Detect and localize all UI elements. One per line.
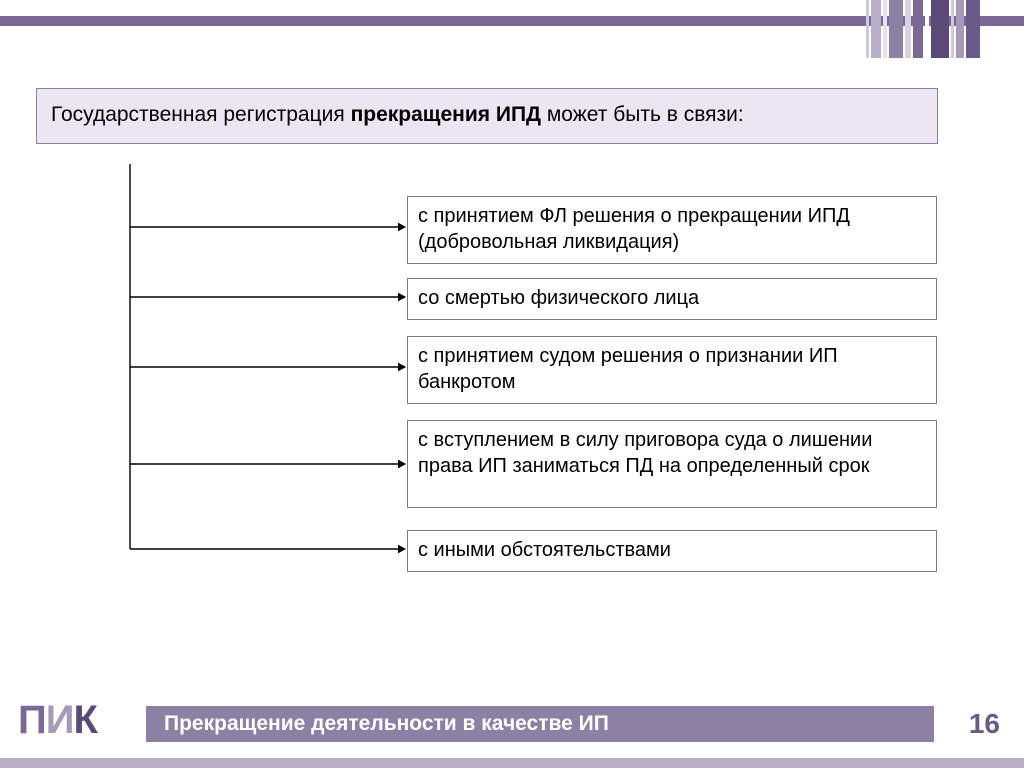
logo-letter-k: К <box>74 700 97 740</box>
page-number: 16 <box>969 700 1000 748</box>
stripe <box>913 0 923 58</box>
item-box: со смертью физического лица <box>407 278 937 320</box>
header-suffix: может быть в связи: <box>541 103 744 126</box>
stripe <box>905 0 911 58</box>
item-text: с вступлением в силу приговора суда о ли… <box>418 429 872 477</box>
stripe <box>966 0 980 58</box>
item-box: с принятием ФЛ решения о прекращении ИПД… <box>407 196 937 264</box>
header-box: Государственная регистрация прекращения … <box>36 88 938 144</box>
slide: Государственная регистрация прекращения … <box>0 0 1024 768</box>
bottom-band <box>0 758 1024 768</box>
header-prefix: Государственная регистрация <box>51 103 351 126</box>
item-box: с принятием судом решения о признании ИП… <box>407 336 937 404</box>
footer-bar: Прекращение деятельности в качестве ИП <box>146 706 934 742</box>
stripe <box>889 0 903 58</box>
stripe <box>931 0 949 58</box>
item-box: с иными обстоятельствами <box>407 530 937 572</box>
item-box: с вступлением в силу приговора суда о ли… <box>407 420 937 508</box>
stripe <box>956 0 964 58</box>
item-text: с принятием судом решения о признании ИП… <box>418 345 838 393</box>
top-right-stripes <box>864 0 1024 58</box>
stripe <box>866 0 869 58</box>
item-text: с принятием ФЛ решения о прекращении ИПД… <box>418 205 850 253</box>
stripe <box>951 0 954 58</box>
stripe <box>871 0 881 58</box>
stripe <box>883 0 887 58</box>
logo-letter-i: И <box>46 700 74 740</box>
stripe <box>925 0 929 58</box>
logo-letter-p: П <box>18 700 46 740</box>
item-text: с иными обстоятельствами <box>418 539 671 561</box>
footer-title: Прекращение деятельности в качестве ИП <box>164 712 609 736</box>
logo: П И К <box>18 700 140 746</box>
item-text: со смертью физического лица <box>418 287 699 309</box>
header-bold: прекращения ИПД <box>351 103 541 126</box>
footer: Прекращение деятельности в качестве ИП 1… <box>0 700 1024 748</box>
